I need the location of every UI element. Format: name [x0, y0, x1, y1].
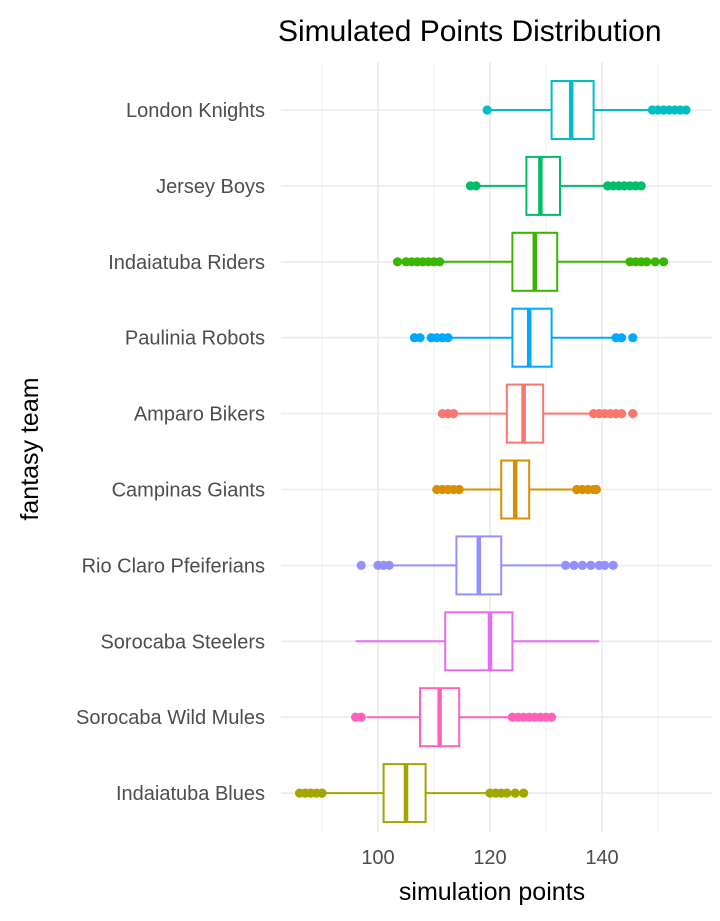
y-tick-label: Indaiatuba Blues	[116, 783, 265, 805]
y-axis-title: fantasy team	[16, 377, 44, 520]
boxplot-indaiatuba-riders	[393, 231, 669, 292]
outlier-point	[600, 560, 610, 571]
outlier-point	[415, 333, 425, 343]
y-tick-label: Amparo Bikers	[134, 404, 265, 426]
boxplot-indaiatuba-blues	[295, 763, 529, 824]
boxplot-amparo-bikers	[437, 383, 638, 444]
box	[525, 155, 562, 216]
outlier-point	[561, 560, 571, 571]
outlier-point	[547, 712, 557, 722]
outlier-point	[642, 257, 652, 267]
outlier-point	[356, 560, 366, 571]
boxplots	[295, 80, 691, 824]
outlier-point	[519, 788, 529, 798]
boxplot-campinas-giants	[432, 459, 602, 520]
x-tick-label: 120	[473, 847, 506, 869]
outlier-point	[435, 257, 445, 267]
x-tick-label: 140	[585, 847, 618, 869]
boxplot-sorocaba-wild-mules	[351, 687, 557, 748]
y-tick-label: Campinas Giants	[112, 480, 265, 502]
y-tick-label: Paulinia Robots	[125, 328, 265, 350]
outlier-point	[384, 560, 394, 571]
outlier-point	[449, 409, 459, 419]
outlier-point	[617, 409, 627, 419]
outlier-point	[317, 788, 327, 798]
outlier-point	[569, 560, 579, 571]
x-tick-label: 100	[361, 847, 394, 869]
y-tick-label: Sorocaba Steelers	[100, 631, 265, 653]
boxplot-rio-claro-pfeiferians	[356, 535, 618, 596]
y-tick-label: Rio Claro Pfeiferians	[82, 555, 265, 577]
outlier-point	[454, 484, 464, 495]
outlier-point	[443, 333, 453, 343]
outlier-point	[617, 333, 627, 343]
outlier-point	[591, 484, 602, 495]
boxplot-sorocaba-steelers	[355, 611, 600, 672]
outlier-point	[681, 105, 691, 115]
outlier-point	[650, 257, 660, 267]
y-tick-label: Sorocaba Wild Mules	[76, 707, 265, 729]
outlier-point	[586, 560, 596, 571]
y-tick-labels: London Knights Jersey Boys Indaiatuba Ride…	[76, 100, 265, 805]
outlier-point	[636, 181, 646, 191]
outlier-point	[659, 257, 669, 267]
x-tick-labels: 100 120 140	[361, 847, 618, 869]
outlier-point	[356, 712, 366, 722]
outlier-point	[577, 560, 588, 571]
boxplot-paulinia-robots	[409, 307, 638, 368]
outlier-point	[482, 105, 492, 115]
y-tick-label: Jersey Boys	[156, 176, 265, 198]
outlier-point	[393, 257, 403, 267]
outlier-point	[502, 788, 512, 798]
outlier-point	[628, 409, 638, 419]
outlier-point	[628, 333, 638, 343]
box	[511, 307, 553, 368]
boxplot-london-knights	[482, 80, 691, 140]
outlier-point	[608, 560, 618, 571]
box	[444, 611, 514, 672]
y-tick-label: Indaiatuba Riders	[108, 252, 265, 274]
chart-title: Simulated Points Distribution	[278, 15, 662, 48]
outlier-point	[471, 181, 481, 191]
outlier-point	[510, 788, 520, 798]
y-tick-label: London Knights	[126, 100, 265, 122]
boxplot-jersey-boys	[465, 155, 646, 216]
x-axis-title: simulation points	[399, 878, 585, 906]
